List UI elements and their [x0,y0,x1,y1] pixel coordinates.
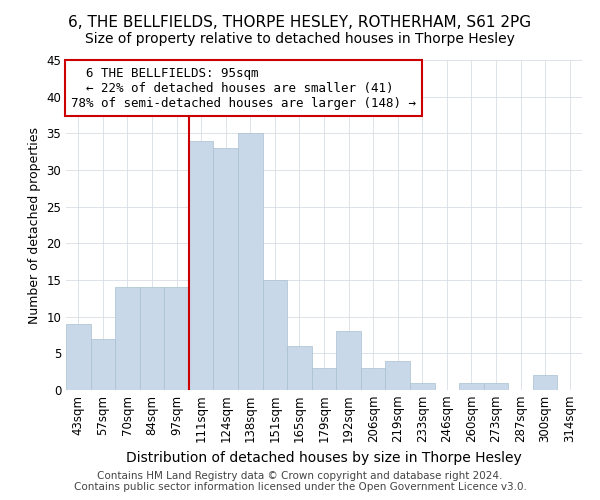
Text: 6, THE BELLFIELDS, THORPE HESLEY, ROTHERHAM, S61 2PG: 6, THE BELLFIELDS, THORPE HESLEY, ROTHER… [68,15,532,30]
Bar [459,382,484,390]
Bar [66,324,91,390]
Bar [287,346,312,390]
Bar [91,338,115,390]
X-axis label: Distribution of detached houses by size in Thorpe Hesley: Distribution of detached houses by size … [126,451,522,465]
Text: 6 THE BELLFIELDS: 95sqm
  ← 22% of detached houses are smaller (41)
78% of semi-: 6 THE BELLFIELDS: 95sqm ← 22% of detache… [71,66,416,110]
Bar [140,288,164,390]
Bar [214,148,238,390]
Bar [164,288,189,390]
Bar [361,368,385,390]
Bar [238,134,263,390]
Y-axis label: Number of detached properties: Number of detached properties [28,126,41,324]
Bar [410,382,434,390]
Bar [115,288,140,390]
Bar [263,280,287,390]
Bar [385,360,410,390]
Text: Contains HM Land Registry data © Crown copyright and database right 2024.
Contai: Contains HM Land Registry data © Crown c… [74,471,526,492]
Bar [312,368,336,390]
Bar [484,382,508,390]
Bar [189,140,214,390]
Text: Size of property relative to detached houses in Thorpe Hesley: Size of property relative to detached ho… [85,32,515,46]
Bar [336,332,361,390]
Bar [533,376,557,390]
